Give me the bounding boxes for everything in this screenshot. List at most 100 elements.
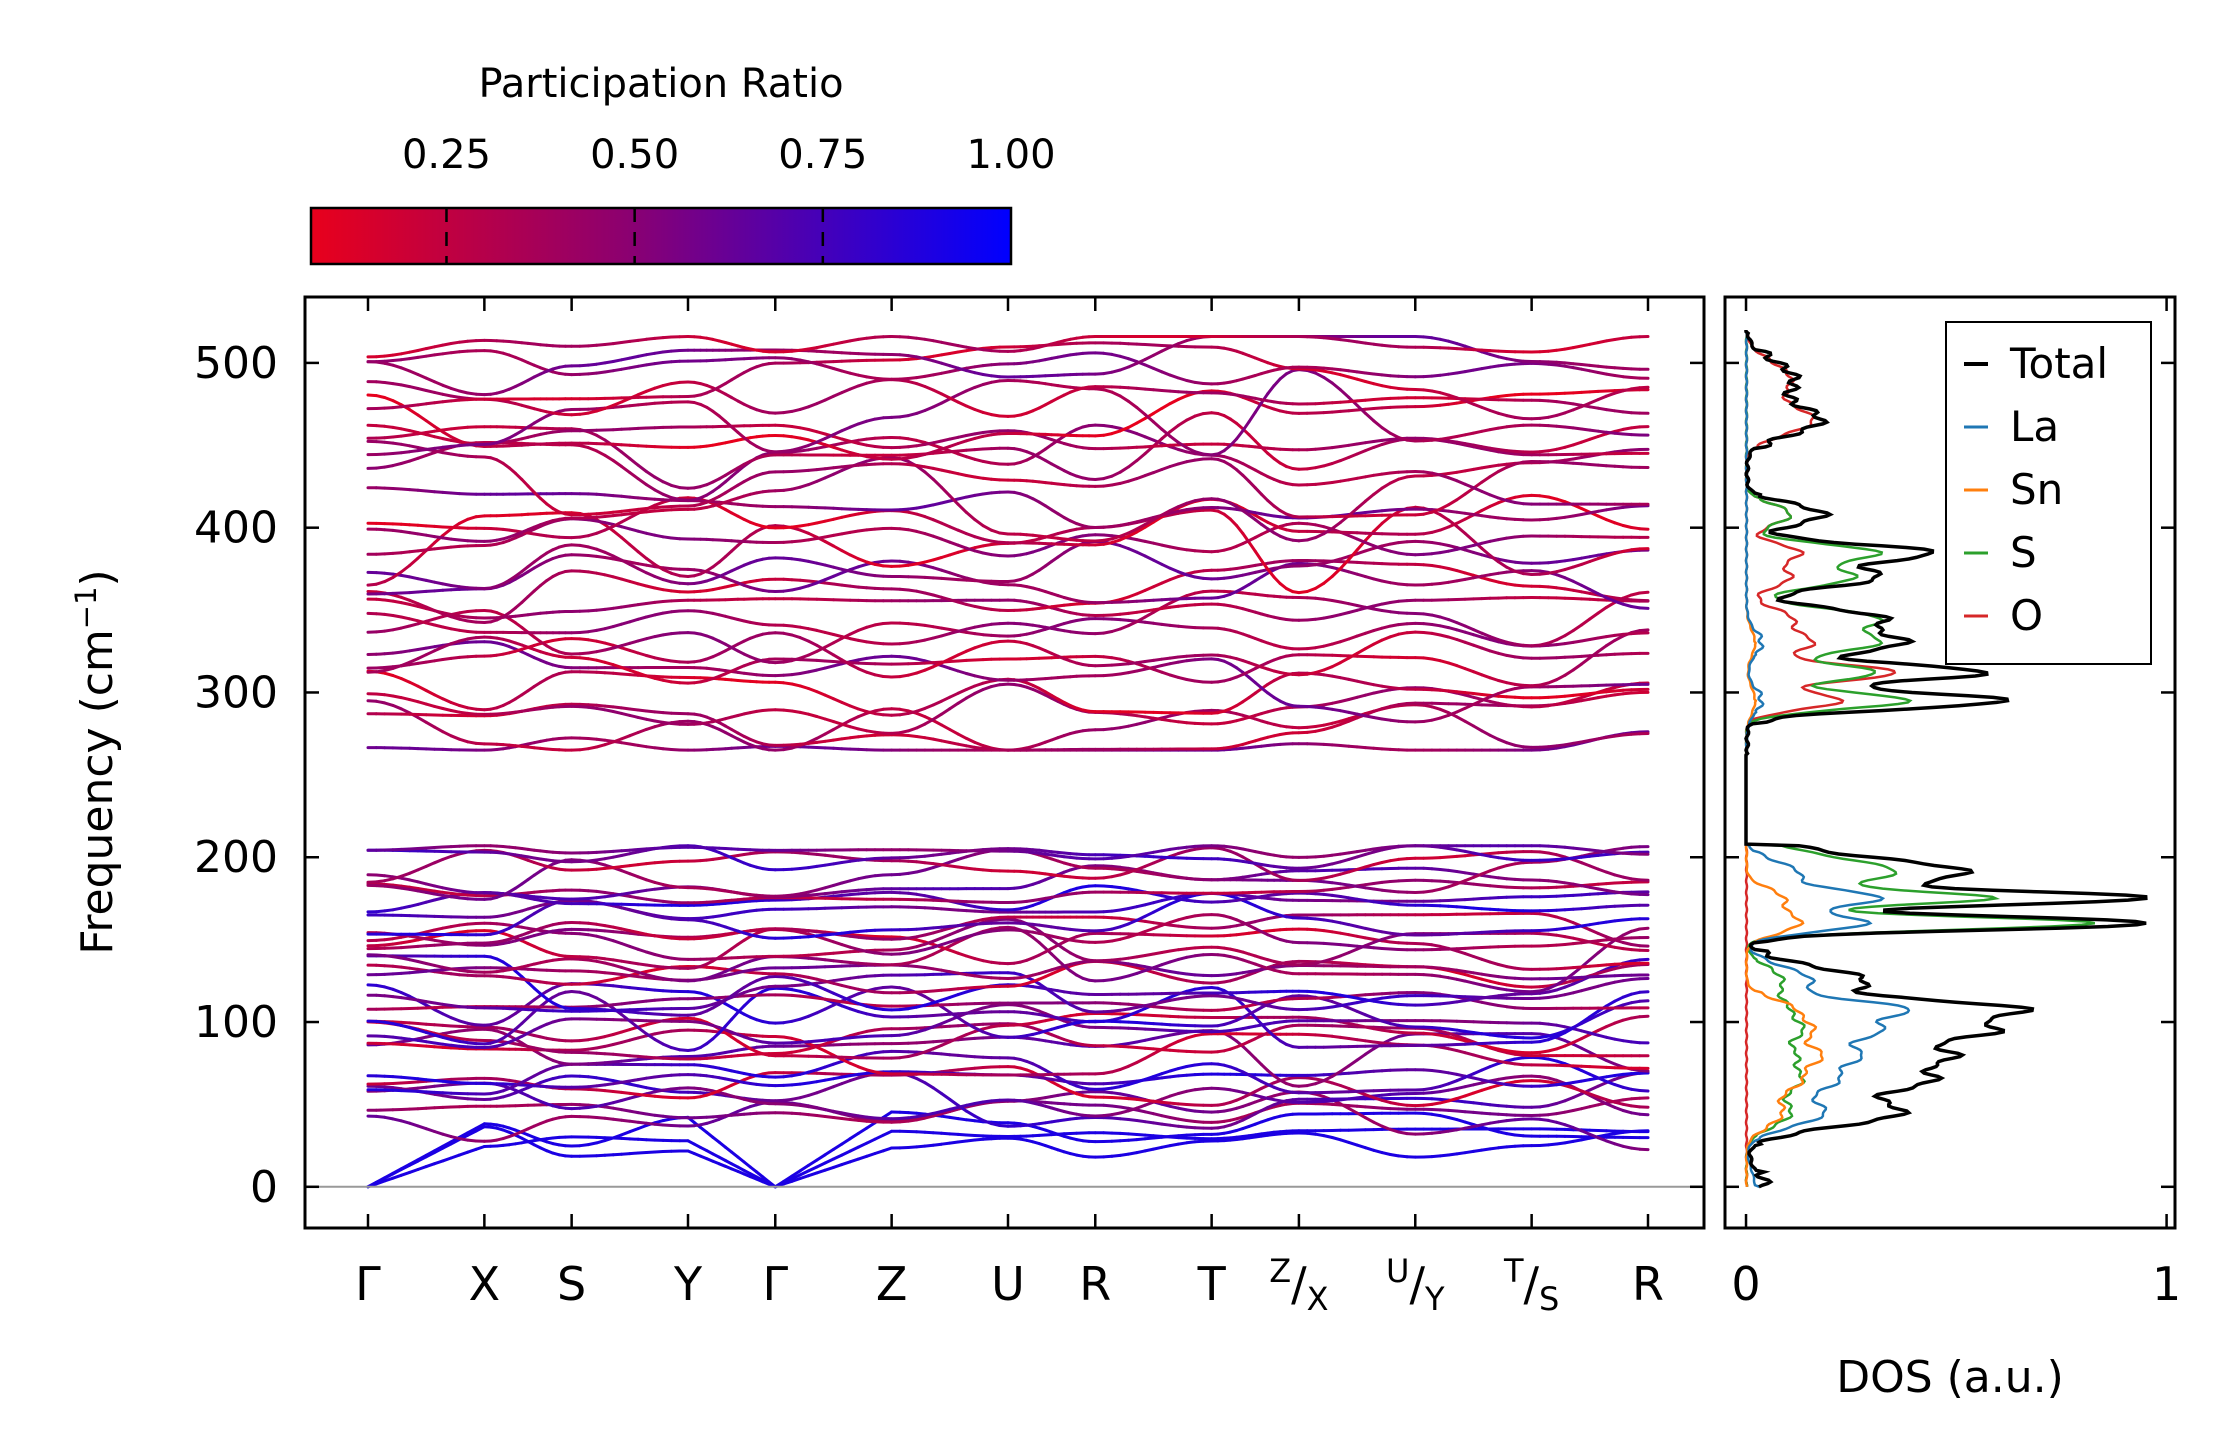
colorbar-tick-label: 0.25 <box>402 132 491 178</box>
phonon-band-segment <box>1463 624 1475 632</box>
phonon-band-segment <box>1355 499 1367 510</box>
phonon-band-segment <box>823 693 835 701</box>
phonon-band-segment <box>1330 661 1342 669</box>
phonon-band-segment <box>433 645 445 653</box>
phonon-band-segment <box>399 564 412 574</box>
phonon-band-segment <box>408 680 420 688</box>
phonon-band-segment <box>1372 638 1384 646</box>
phonon-band-segment <box>1241 420 1251 433</box>
phonon-band-segment <box>1563 668 1575 677</box>
phonon-band-segment <box>848 628 860 636</box>
phonon-band-segment <box>1480 729 1492 737</box>
phonon-band-segment <box>1604 638 1617 648</box>
phonon-band-segment <box>1152 420 1164 431</box>
phonon-band-segment <box>964 736 977 744</box>
phonon-band-segment <box>441 730 453 738</box>
phonon-band-segment <box>1339 656 1351 665</box>
phonon-band-segment <box>1596 644 1608 654</box>
phonon-band-segment <box>1563 629 1575 638</box>
phonon-band-segment <box>1363 492 1376 503</box>
phonon-band-segment <box>807 649 819 657</box>
phonon-band-segment <box>628 543 640 554</box>
phonon-band-segment <box>1596 605 1608 615</box>
phonon-band-segment <box>1604 600 1617 609</box>
phonon-band-segment <box>399 677 412 684</box>
phonon-band-segment <box>823 641 835 649</box>
phonon-band-segment <box>1571 623 1583 633</box>
phonon-band-segment <box>1372 521 1384 533</box>
phonon-band-segment <box>1347 651 1359 660</box>
phonon-band-segment <box>416 653 428 661</box>
phonon-band-segment <box>416 413 428 423</box>
phonon-band-segment <box>940 723 952 731</box>
phonon-band-segment <box>823 648 835 657</box>
phonon-band-segment <box>644 556 657 566</box>
colorbar-tick-label: 0.50 <box>590 132 679 178</box>
phonon-band-segment <box>1247 410 1257 424</box>
phonon-band-segment <box>399 707 412 715</box>
phonon-band-segment <box>848 715 860 722</box>
phonon-band-segment <box>1463 531 1475 543</box>
phonon-band-segment <box>424 649 436 657</box>
phonon-band-segment <box>424 419 436 428</box>
phonon-band-segment <box>1247 540 1257 553</box>
phonon-band-segment <box>931 477 943 489</box>
phonon-band-segment <box>956 649 968 657</box>
phonon-band-segment <box>433 725 445 734</box>
phonon-band-segment <box>815 690 827 697</box>
phonon-band-segment <box>1127 620 1139 628</box>
phonon-band-segment <box>1363 411 1376 423</box>
phonon-band-segment <box>1472 628 1484 635</box>
phonon-band-segment <box>856 667 869 674</box>
colorbar-fill <box>309 206 1013 266</box>
colorbar: Participation Ratio 0.25 0.50 0.75 1.00 <box>309 61 1056 266</box>
phonon-band-segment <box>1372 486 1384 496</box>
phonon-band-segment <box>1330 381 1342 392</box>
phonon-band-segment <box>1588 611 1600 621</box>
phonon-band-segment <box>1322 665 1334 672</box>
phonon-band-segment <box>964 510 977 522</box>
phonon-band-segment <box>1135 615 1147 624</box>
phonon-band-segment <box>931 699 943 707</box>
phonon-band-segment <box>611 529 623 539</box>
phonon-band-segment <box>1638 606 1650 610</box>
phonon-band-segment <box>940 695 952 703</box>
phonon-band-segment <box>1613 634 1625 642</box>
phonon-band-segment <box>940 707 952 716</box>
phonon-band-segment <box>1380 426 1392 435</box>
phonon-band-segment <box>1555 673 1567 682</box>
phonon-band-segment <box>1580 656 1592 666</box>
phonon-band-segment <box>956 732 968 740</box>
phonon-band-segment <box>424 720 436 729</box>
phonon-band-segment <box>1638 628 1650 633</box>
phonon-band-segment <box>1455 715 1467 723</box>
phonon-bands <box>366 335 1650 1189</box>
phonon-band-segment <box>611 459 623 468</box>
phonon-band-segment <box>948 653 960 661</box>
phonon-band-segment <box>1455 706 1467 714</box>
phonon-band-segment <box>956 688 968 695</box>
phonon-band-segment <box>1266 384 1276 396</box>
phonon-band-segment <box>931 661 943 669</box>
phonon-band-segment <box>1638 590 1650 595</box>
phonon-band-segment <box>1488 733 1500 741</box>
phonon-band-segment <box>1339 388 1351 399</box>
phonon-band-segment <box>832 697 844 704</box>
phonon-band-segment <box>1322 575 1334 585</box>
phonon-band-segment <box>408 657 420 664</box>
phonon-band-segment <box>1127 459 1139 469</box>
phonon-band-segment <box>441 697 453 704</box>
phonon-band-segment <box>840 658 852 666</box>
phonon-band-segment <box>1363 642 1376 651</box>
phonon-band-segment <box>620 536 632 547</box>
phonon-band-segment <box>798 636 810 643</box>
phonon-band-segment <box>840 700 852 708</box>
phonon-band-segment <box>644 470 657 479</box>
phonon-band-segment <box>832 723 844 731</box>
phonon-band-segment <box>1322 375 1334 385</box>
phonon-band-segment <box>1480 475 1492 484</box>
phonon-band-segment <box>636 463 648 473</box>
phonon-band-segment <box>416 716 428 724</box>
phonon-band-segment <box>628 471 640 481</box>
